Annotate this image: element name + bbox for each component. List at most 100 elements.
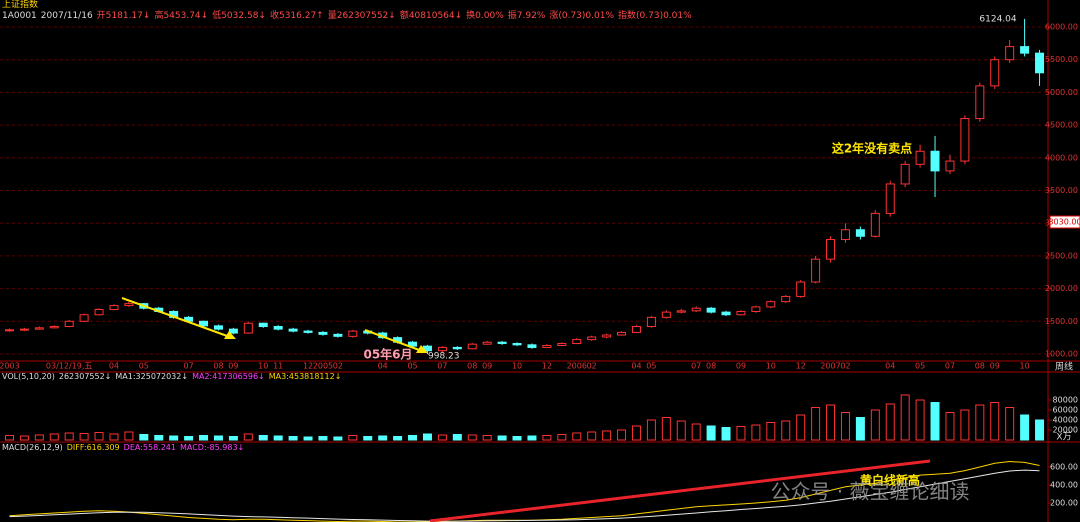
volume-bar — [721, 427, 731, 441]
volume-bar — [796, 414, 806, 441]
volume-bar — [766, 422, 776, 441]
x-tick-label: 02 — [333, 362, 343, 371]
low-label: 998.23 — [428, 352, 460, 362]
candle-body — [826, 239, 836, 260]
header-item: DEA:558.241 — [123, 443, 176, 452]
volume-bar — [243, 433, 253, 441]
volume-bar — [4, 435, 14, 441]
header-item: 高5453.74↓ — [154, 11, 209, 21]
x-tick-label: 03/12/19,五 — [46, 362, 92, 371]
y-tick-label: 20000 — [1053, 426, 1078, 435]
x-tick-label: 05 — [139, 362, 149, 371]
header-item: 开5181.17↓ — [96, 11, 151, 21]
y-tick-label: 4000.00 — [1045, 153, 1078, 162]
candle-body — [124, 303, 134, 307]
candle-body — [303, 330, 313, 333]
header-item: 2007/11/16 — [40, 11, 93, 21]
volume-bar — [482, 435, 492, 441]
x-tick-label: 12 — [303, 362, 313, 371]
candle-body — [1035, 52, 1045, 74]
candle-body — [258, 322, 268, 328]
y-tick-label: 2000.00 — [1045, 284, 1078, 293]
volume-bar — [557, 434, 567, 441]
y-tick-label: 1500.00 — [1045, 317, 1078, 326]
candle-body — [437, 346, 447, 352]
candle-body — [751, 306, 761, 312]
y-tick-label: 4500.00 — [1045, 121, 1078, 130]
volume-bar — [542, 435, 552, 441]
candle-body — [855, 229, 865, 237]
arrow-head — [416, 345, 428, 353]
volume-bar — [975, 404, 985, 441]
volume-bar — [228, 436, 238, 441]
volume-bar — [422, 433, 432, 441]
volume-bar — [348, 435, 358, 441]
candle-body — [840, 229, 850, 241]
volume-bar — [870, 409, 880, 441]
volume-bar — [452, 434, 462, 441]
volume-bar — [318, 436, 328, 441]
candle-body — [527, 344, 537, 348]
candle-body — [228, 328, 238, 334]
candle-body — [199, 320, 209, 327]
y-tick-label: 5500.00 — [1045, 55, 1078, 64]
header-item: MACD(26,12,9) — [2, 443, 63, 452]
volume-bar — [960, 409, 970, 441]
volume-bar — [408, 435, 418, 441]
y-tick-label: 80000 — [1053, 396, 1078, 405]
x-tick-label: 02 — [840, 362, 850, 371]
volume-header: VOL(5,10,20) 262307552↓ MA1:325072032↓ MA2:… — [2, 372, 345, 381]
candle-body — [721, 311, 731, 316]
x-tick-label: 04 — [885, 362, 895, 371]
x-tick-label: 04 — [109, 362, 119, 371]
x-tick-label: 2007 — [820, 362, 840, 371]
volume-bar — [512, 436, 522, 441]
y-tick-label: 6000.00 — [1045, 23, 1078, 32]
volume-bar — [34, 434, 44, 441]
candle-body — [661, 311, 671, 318]
candle-body — [945, 160, 955, 172]
header-item: 额40810564↓ — [399, 11, 463, 21]
x-tick-label: 08 — [706, 362, 716, 371]
volume-bar — [691, 423, 701, 441]
y-tick-label: 400.00 — [1050, 481, 1078, 490]
volume-bar — [990, 402, 1000, 441]
y-tick-label: 5000.00 — [1045, 88, 1078, 97]
candle-body — [781, 295, 791, 303]
candle-body — [915, 150, 925, 165]
candle-body — [34, 327, 44, 330]
volume-bar — [1035, 419, 1045, 441]
candle-body — [348, 330, 358, 337]
header-item: MACD:-85.983↓ — [179, 443, 245, 452]
candle-body — [557, 343, 567, 346]
volume-bar — [109, 433, 119, 441]
x-tick-label: 10 — [766, 362, 776, 371]
annotation: 这2年没有卖点 — [832, 141, 912, 156]
x-tick-label: 05 — [407, 362, 417, 371]
volume-bar — [751, 424, 761, 441]
y-tick-label: 200.00 — [1050, 499, 1078, 508]
volume-bar — [393, 436, 403, 441]
volume-bar — [199, 435, 209, 441]
volume-bar — [184, 436, 194, 441]
candle-body — [811, 258, 821, 283]
volume-bar — [124, 431, 134, 441]
volume-bar — [811, 407, 821, 441]
quote-row: 1A0001 2007/11/16 开5181.17↓ 高5453.74↓ 低5032.… — [2, 11, 696, 22]
volume-bar — [303, 436, 313, 441]
candle-body — [602, 334, 612, 338]
volume-bar — [602, 430, 612, 441]
candle-body — [467, 343, 477, 350]
candle-body — [109, 305, 119, 311]
candle-body — [706, 307, 716, 313]
volume-bar — [139, 434, 149, 441]
x-tick-label: 12 — [796, 362, 806, 371]
volume-bar — [154, 435, 164, 441]
x-tick-label: 10 — [1020, 362, 1030, 371]
macd-header: MACD(26,12,9) DIFF:616.309 DEA:558.241 MACD… — [2, 443, 248, 452]
candle-body — [930, 150, 940, 172]
volume-bar — [900, 394, 910, 441]
candle-body — [213, 325, 223, 330]
candle-body — [960, 118, 970, 162]
